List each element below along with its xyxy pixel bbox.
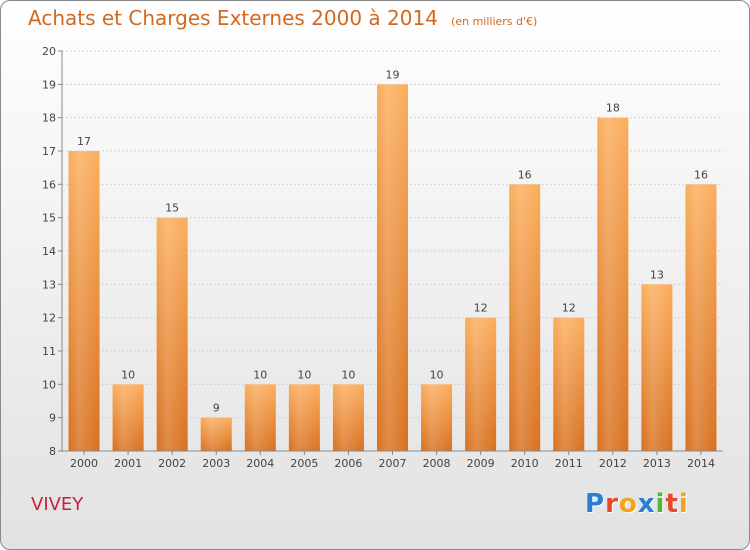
y-tick-label: 13 (42, 278, 56, 291)
bar-highlight (509, 184, 541, 452)
x-tick-label: 2004 (246, 457, 274, 470)
chart-subtitle: (en milliers d'€) (451, 15, 538, 28)
bar-highlight (421, 384, 453, 451)
x-tick-label: 2003 (202, 457, 230, 470)
x-tick-label: 2007 (379, 457, 407, 470)
x-tick-label: 2002 (158, 457, 186, 470)
logo-letter: x (637, 489, 656, 519)
value-label: 16 (694, 168, 708, 181)
logo-letter: i (678, 489, 689, 519)
y-tick-label: 10 (42, 378, 56, 391)
logo-letter: i (655, 489, 666, 519)
proxiti-logo[interactable]: Proxiti (585, 489, 689, 519)
bar-highlight (68, 151, 100, 451)
bar-highlight (553, 317, 585, 451)
value-label: 15 (165, 202, 179, 215)
y-tick-label: 20 (42, 45, 56, 58)
y-tick-label: 14 (42, 245, 56, 258)
y-tick-label: 15 (42, 212, 56, 225)
bar-highlight (685, 184, 717, 452)
y-tick-label: 17 (42, 145, 56, 158)
y-tick-label: 12 (42, 312, 56, 325)
bar-highlight (156, 217, 188, 451)
x-tick-label: 2005 (290, 457, 318, 470)
y-tick-label: 18 (42, 112, 56, 125)
value-label: 10 (430, 368, 444, 381)
x-tick-label: 2006 (334, 457, 362, 470)
bar-highlight (112, 384, 144, 451)
y-tick-label: 19 (42, 78, 56, 91)
x-tick-label: 2010 (511, 457, 539, 470)
logo-letter: o (618, 489, 638, 519)
x-tick-label: 2001 (114, 457, 142, 470)
x-tick-label: 2013 (643, 457, 671, 470)
bar-highlight (641, 284, 673, 451)
x-tick-label: 2000 (70, 457, 98, 470)
value-label: 10 (297, 368, 311, 381)
value-label: 13 (650, 268, 664, 281)
bar-highlight (597, 117, 629, 452)
value-label: 10 (341, 368, 355, 381)
logo-letter: P (585, 489, 606, 519)
bar-highlight (377, 84, 408, 451)
bar-highlight (244, 384, 276, 451)
value-label: 18 (606, 102, 620, 115)
bar-highlight (288, 384, 320, 451)
commune-name: VIVEY (31, 494, 84, 515)
x-tick-label: 2012 (599, 457, 627, 470)
x-tick-label: 2008 (423, 457, 451, 470)
value-label: 17 (77, 135, 91, 148)
y-tick-label: 11 (42, 345, 56, 358)
value-label: 12 (562, 302, 576, 315)
value-label: 12 (474, 302, 488, 315)
value-label: 19 (386, 68, 400, 81)
y-tick-label: 9 (49, 412, 56, 425)
value-label: 10 (253, 368, 267, 381)
value-label: 9 (213, 402, 220, 415)
value-label: 10 (121, 368, 135, 381)
chart-title-block: Achats et Charges Externes 2000 à 2014 (… (28, 6, 537, 30)
bar-highlight (332, 384, 364, 451)
x-tick-label: 2009 (467, 457, 495, 470)
y-tick-label: 8 (49, 445, 56, 458)
x-tick-label: 2011 (555, 457, 583, 470)
chart-title: Achats et Charges Externes 2000 à 2014 (28, 6, 438, 30)
x-tick-label: 2014 (687, 457, 715, 470)
logo-letter: r (605, 489, 619, 519)
bar-highlight (465, 317, 497, 451)
y-tick-label: 16 (42, 178, 56, 191)
logo-letter: t (665, 489, 679, 519)
bar-highlight (200, 417, 232, 451)
value-label: 16 (518, 168, 532, 181)
